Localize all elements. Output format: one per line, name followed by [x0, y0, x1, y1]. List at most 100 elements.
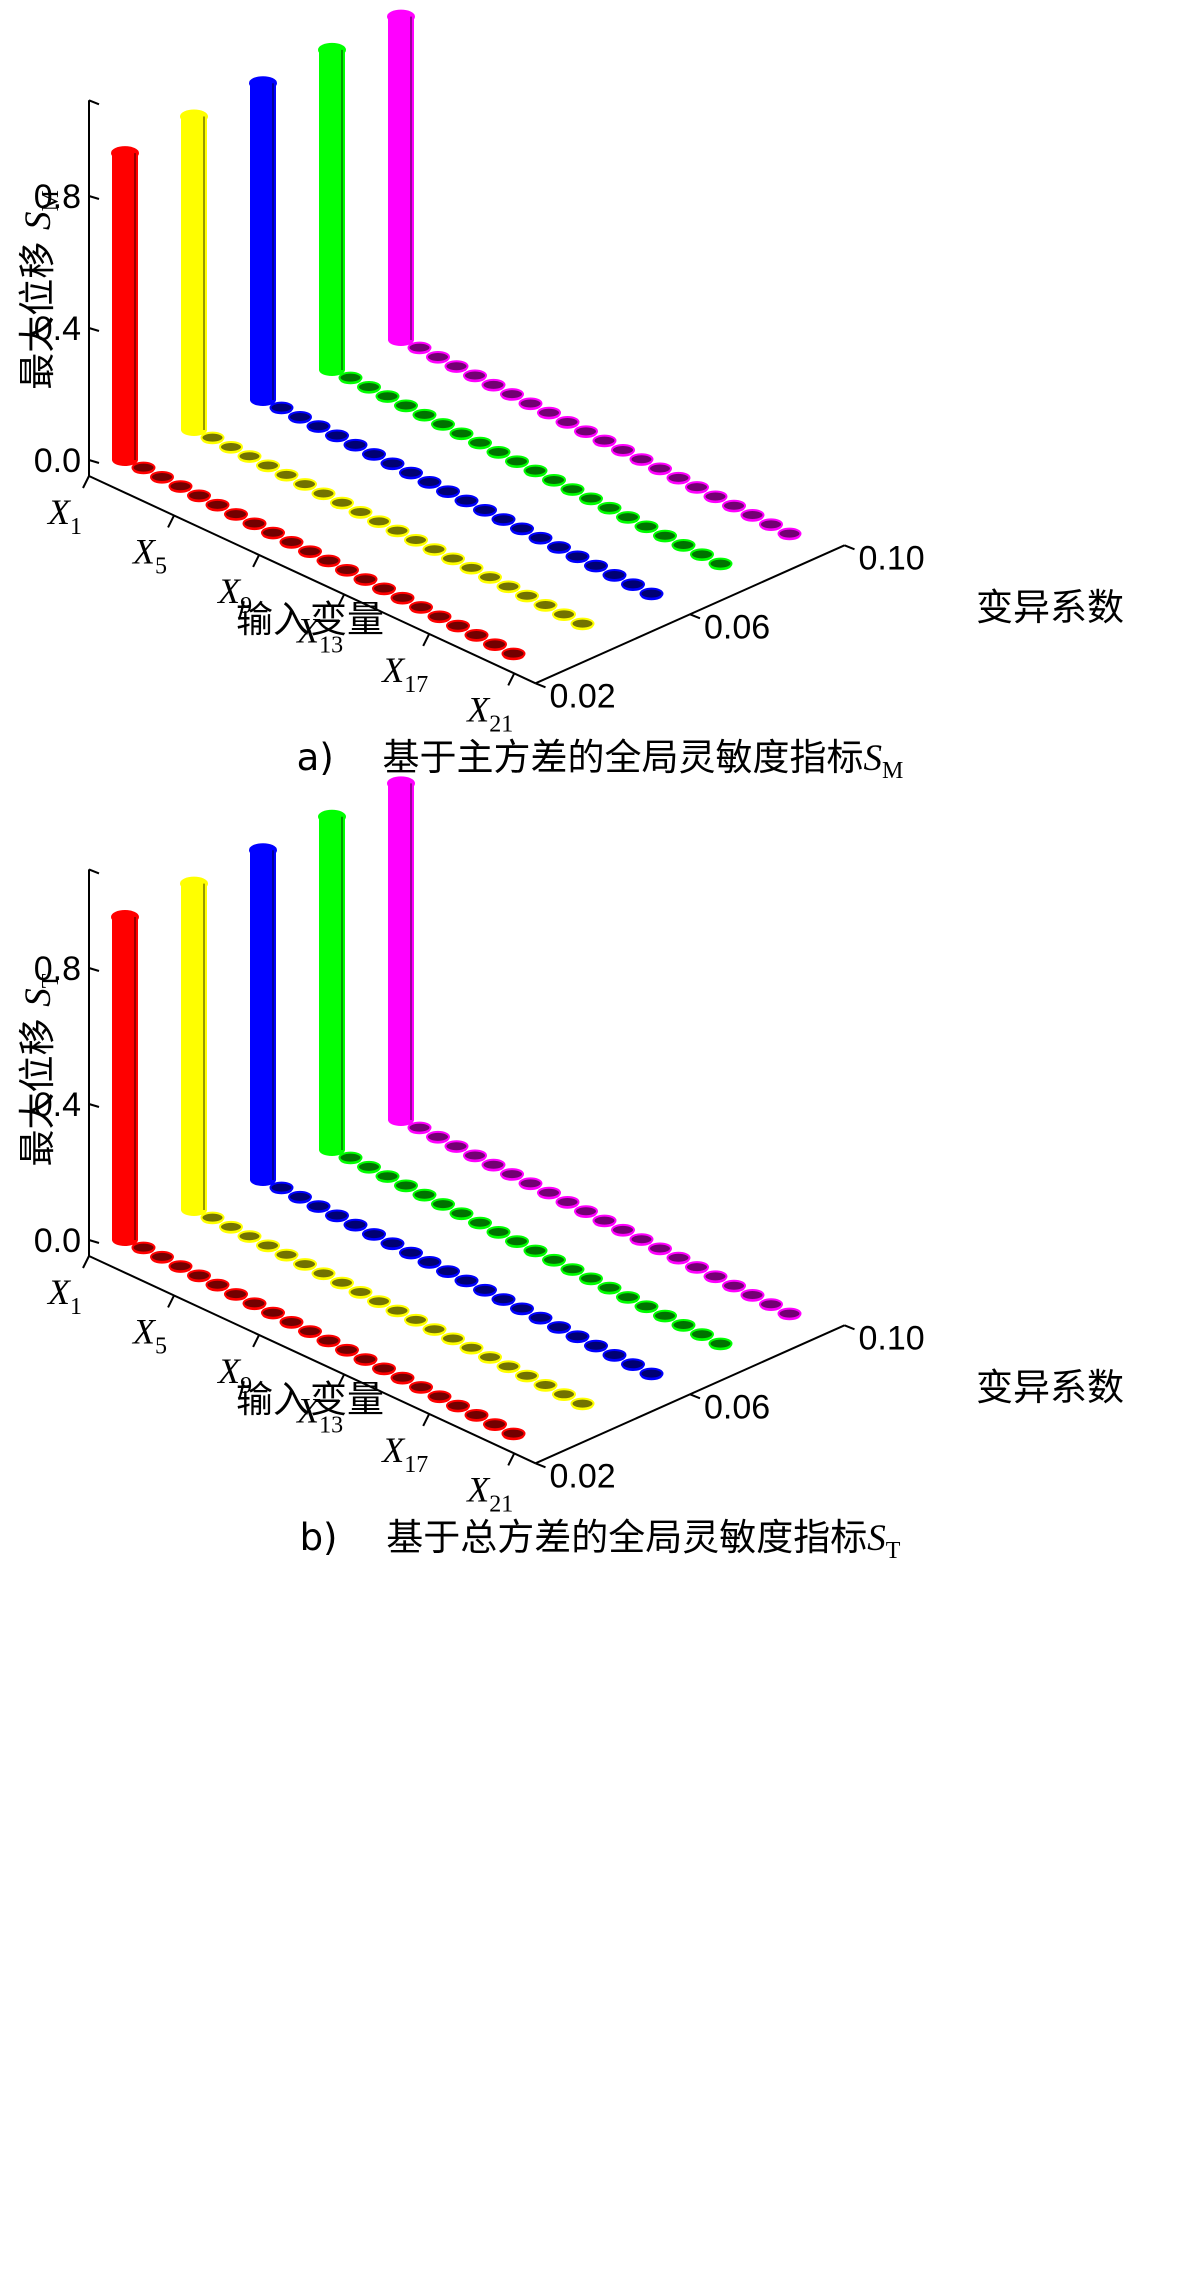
bar-top: [380, 1237, 405, 1250]
bar-top: [491, 1293, 516, 1306]
y-tick-mark: [88, 1239, 100, 1244]
bar-top: [150, 470, 174, 483]
bar: [224, 508, 248, 521]
bar: [759, 1298, 783, 1311]
x-tick-mark: [82, 1255, 90, 1269]
bar: [542, 1253, 566, 1267]
bar-top: [399, 466, 423, 479]
bar: [436, 1265, 460, 1278]
bar-top: [311, 1267, 336, 1280]
bar: [399, 1246, 423, 1260]
bar-top: [357, 380, 381, 393]
bar-top: [444, 360, 469, 373]
bar: [298, 545, 322, 558]
bar-top: [639, 1367, 664, 1380]
bar: [500, 388, 524, 401]
bar: [375, 1170, 400, 1183]
bar-top: [111, 910, 139, 924]
bar: [242, 1297, 267, 1311]
bar-top: [412, 1188, 437, 1201]
bar: [205, 1278, 230, 1292]
bar: [740, 1289, 765, 1302]
bar: [473, 503, 497, 517]
bar: [335, 563, 359, 577]
bar-body: [319, 49, 345, 371]
bar: [708, 1337, 733, 1351]
bar: [759, 518, 783, 531]
bar-top: [348, 506, 373, 519]
bar: [274, 468, 299, 482]
bar-top: [431, 1198, 455, 1211]
bar-top: [372, 1362, 396, 1375]
bar: [311, 487, 336, 501]
bar-top: [486, 1226, 511, 1238]
bar: [454, 1274, 479, 1288]
bar: [362, 1228, 386, 1241]
bar: [634, 520, 659, 534]
bar: [409, 1381, 433, 1394]
bar: [537, 406, 561, 420]
bar-top: [565, 550, 590, 563]
bar-top: [777, 1307, 802, 1320]
bar-top: [722, 499, 746, 512]
bar: [436, 485, 460, 498]
bar: [565, 1330, 590, 1344]
bar-top: [444, 1140, 469, 1153]
z-axis-label: 变异系数: [976, 586, 1124, 629]
bar-top: [187, 1269, 211, 1282]
bar-top: [335, 1343, 359, 1356]
bar: [486, 446, 511, 459]
bar: [478, 1351, 502, 1364]
x-axis-line: [88, 1255, 536, 1465]
bar-top: [648, 1242, 672, 1255]
bar: [528, 1311, 553, 1325]
bar: [242, 517, 267, 531]
bar-top: [584, 559, 608, 572]
bar: [390, 591, 415, 605]
bar: [187, 489, 211, 503]
bar-top: [501, 647, 526, 660]
y-tick-label: 0.4: [34, 310, 81, 348]
bar-top: [634, 1300, 659, 1313]
bar: [353, 573, 378, 586]
bar-top: [436, 1265, 460, 1278]
bar: [483, 1418, 507, 1431]
bar-top: [385, 524, 410, 537]
x-tick-mark: [82, 475, 90, 489]
bar: [298, 1325, 322, 1338]
bar: [629, 1233, 654, 1246]
bar-top: [616, 1291, 640, 1304]
bar-top: [574, 1205, 598, 1218]
bar-top: [486, 446, 511, 459]
bar-top: [293, 478, 317, 491]
series-0.1: [387, 776, 802, 1321]
bar: [449, 427, 474, 441]
bar-top: [454, 1274, 479, 1287]
bar-top: [500, 1168, 524, 1181]
bar: [343, 438, 368, 452]
x-tick-label: X1: [46, 1272, 82, 1320]
bar-top: [528, 1311, 553, 1324]
bar: [515, 1369, 539, 1383]
bar-body: [388, 783, 414, 1120]
bar: [639, 1367, 664, 1381]
bar: [459, 561, 484, 575]
bar-base: [112, 1234, 138, 1246]
bar: [168, 1260, 193, 1273]
bar: [501, 647, 526, 661]
x-tick-label: X21: [465, 689, 513, 737]
bar-top: [205, 498, 230, 511]
bar: [671, 1319, 696, 1332]
bar: [269, 401, 294, 415]
bar-top: [446, 1399, 470, 1412]
bar: [611, 1223, 635, 1237]
bar: [375, 390, 400, 403]
bar-top: [523, 464, 548, 477]
bar-top: [367, 515, 391, 528]
bar-top: [552, 1388, 576, 1401]
bar-top: [602, 1349, 627, 1361]
y-axis-label: 最大位移 SM: [16, 190, 64, 390]
x-tick-label: X17: [380, 650, 428, 698]
bar-base: [388, 1114, 414, 1126]
bar: [565, 550, 590, 564]
